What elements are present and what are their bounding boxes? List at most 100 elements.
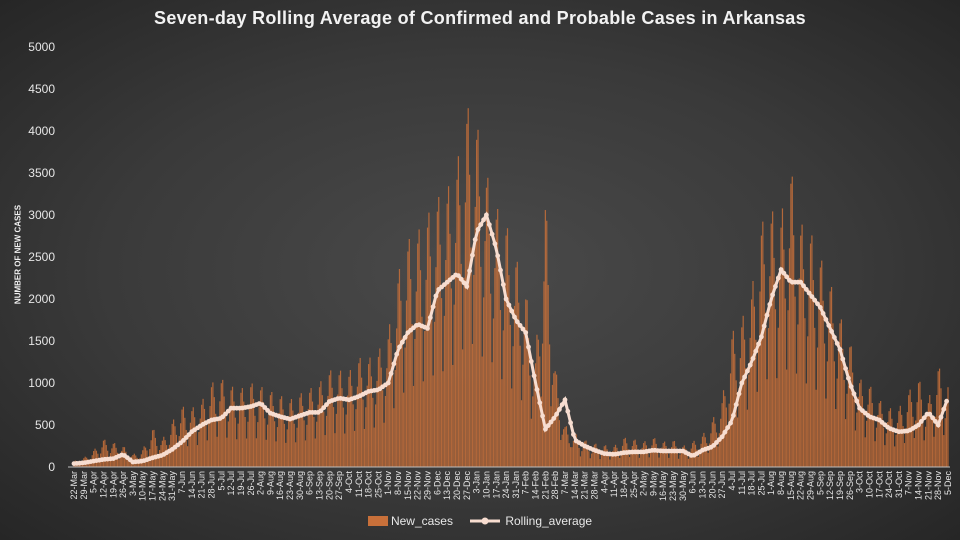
rolling-average-point <box>503 296 509 302</box>
new-cases-bar <box>456 179 458 467</box>
new-cases-bar <box>763 264 765 467</box>
x-tick-label: 26-Jul <box>246 471 256 496</box>
new-cases-bar <box>669 452 671 467</box>
new-cases-bar <box>753 306 755 467</box>
legend-item-rolling-average[interactable]: Rolling_average <box>468 514 592 528</box>
new-cases-bar <box>804 318 806 467</box>
new-cases-bar <box>335 413 337 467</box>
new-cases-bar <box>394 369 396 467</box>
x-tick-label: 18-Apr <box>619 471 629 498</box>
new-cases-bar <box>776 378 778 467</box>
new-cases-bar <box>788 248 791 467</box>
new-cases-bar <box>178 436 180 467</box>
new-cases-bar <box>686 452 688 467</box>
new-cases-bar <box>118 459 120 467</box>
new-cases-bar <box>474 206 476 467</box>
new-cases-bar <box>163 436 165 467</box>
new-cases-bar <box>847 369 849 467</box>
rolling-average-point <box>756 341 761 347</box>
new-cases-bar <box>297 412 300 467</box>
new-cases-bar <box>449 233 451 467</box>
new-cases-bar <box>473 274 475 467</box>
new-cases-bar <box>330 370 332 467</box>
rolling-average-point <box>537 400 543 406</box>
rolling-average-point <box>562 397 568 403</box>
new-cases-bar <box>234 417 236 467</box>
new-cases-bar <box>267 424 269 467</box>
rolling-average-point <box>559 402 565 407</box>
new-cases-bar <box>561 434 563 467</box>
rolling-average-point <box>472 237 478 243</box>
new-cases-bar <box>476 139 478 467</box>
rolling-average-point <box>486 222 492 228</box>
new-cases-bar <box>426 227 429 467</box>
rolling-average-point <box>843 366 848 371</box>
x-tick-label: 20-Dec <box>452 471 462 501</box>
new-cases-bar <box>857 396 859 467</box>
rolling-average-point <box>433 293 439 299</box>
new-cases-swatch-icon <box>367 516 388 526</box>
new-cases-bar <box>128 461 130 467</box>
x-tick-label: 28-Jun <box>207 471 217 499</box>
x-tick-label: 26-Apr <box>118 471 128 498</box>
new-cases-bar <box>417 243 419 467</box>
new-cases-bar <box>765 312 767 467</box>
x-tick-label: 4-Oct <box>344 471 354 494</box>
new-cases-bar <box>285 442 287 467</box>
rolling-average-point <box>464 284 470 289</box>
new-cases-bar <box>108 457 110 467</box>
new-cases-bar <box>484 241 486 467</box>
new-cases-bar <box>338 375 340 467</box>
new-cases-bar <box>565 426 568 467</box>
rolling-average-point <box>848 384 854 389</box>
new-cases-bar <box>79 464 81 467</box>
new-cases-bar <box>818 306 820 467</box>
new-cases-bar <box>390 343 392 467</box>
new-cases-bar <box>589 458 591 467</box>
new-cases-bar <box>884 445 886 467</box>
rolling-average-point <box>941 406 947 412</box>
rolling-average-point <box>725 425 731 430</box>
new-cases-bar <box>738 388 740 467</box>
new-cases-bar <box>751 299 753 467</box>
x-tick-label: 24-Oct <box>884 471 894 499</box>
new-cases-bar <box>245 438 248 467</box>
x-tick-label: 16-Aug <box>275 471 285 500</box>
new-cases-bar <box>760 235 763 467</box>
new-cases-bar <box>373 427 375 467</box>
new-cases-bar <box>906 412 908 467</box>
new-cases-bar <box>829 291 831 467</box>
new-cases-bar <box>236 439 238 467</box>
new-cases-bar <box>182 406 185 467</box>
new-cases-bar <box>251 383 253 467</box>
new-cases-bar <box>387 339 389 467</box>
new-cases-bar <box>220 383 222 467</box>
y-tick-label: 0 <box>48 460 55 474</box>
y-tick-label: 4500 <box>28 82 55 96</box>
new-cases-bar <box>351 385 353 467</box>
new-cases-bar <box>428 212 430 467</box>
new-cases-bar <box>859 383 861 467</box>
new-cases-bar <box>728 403 730 467</box>
new-cases-bar <box>892 430 894 467</box>
x-tick-label: 5-Sep <box>815 471 825 495</box>
new-cases-bar <box>363 428 365 467</box>
new-cases-bar <box>850 346 852 467</box>
new-cases-bar <box>487 177 489 468</box>
rolling-average-point <box>784 274 790 280</box>
x-tick-label: 10-Jan <box>481 471 491 499</box>
new-cases-bar <box>790 183 792 467</box>
legend-item-new-cases[interactable]: New_cases <box>367 514 453 528</box>
new-cases-bar <box>591 453 593 467</box>
new-cases-bar <box>389 324 391 467</box>
new-cases-bar <box>445 260 447 467</box>
rolling-average-point <box>484 212 489 218</box>
new-cases-bar <box>518 302 520 467</box>
new-cases-bar <box>505 235 507 467</box>
new-cases-bar <box>272 405 274 467</box>
new-cases-bar <box>407 251 409 467</box>
new-cases-bar <box>706 443 708 467</box>
new-cases-bar <box>397 283 399 467</box>
new-cases-bar <box>735 380 737 467</box>
